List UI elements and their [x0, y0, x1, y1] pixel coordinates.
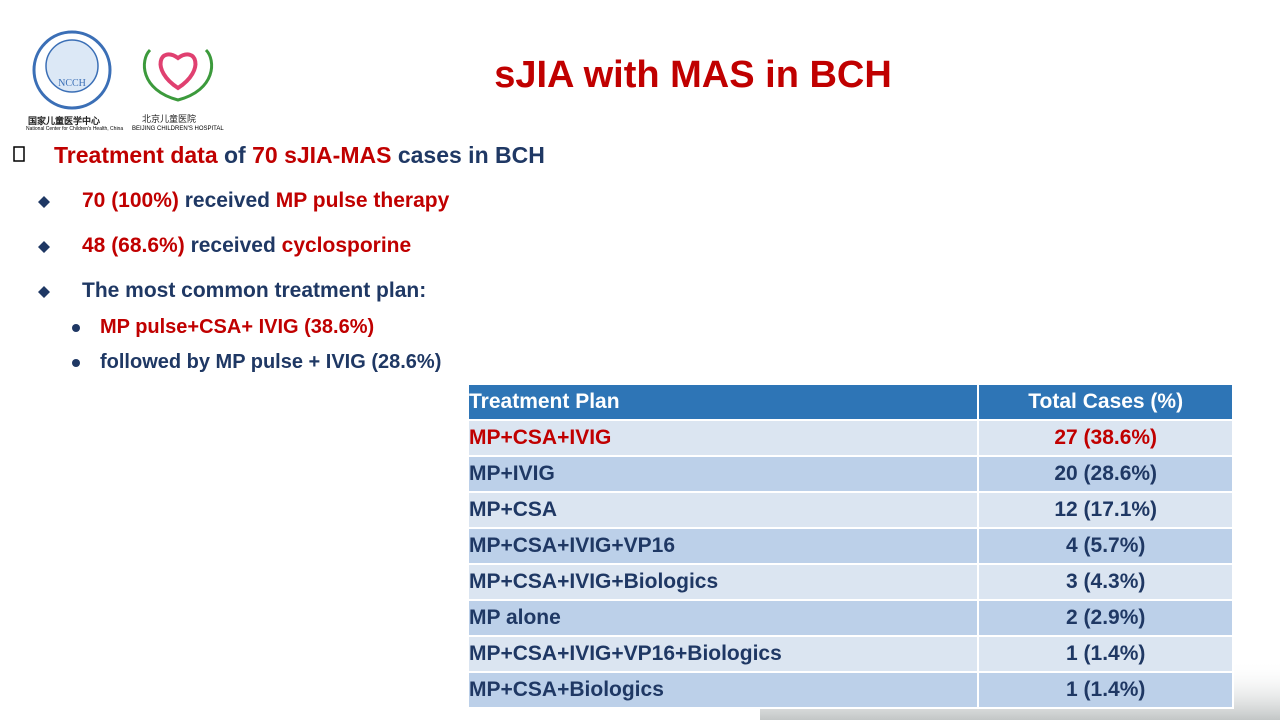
text-run: 70 (100%): [82, 189, 179, 212]
header-cell: Treatment Plan: [469, 383, 980, 421]
dot-bullet: [72, 324, 80, 332]
text-run: cases in BCH: [391, 142, 545, 168]
text-run: received: [178, 189, 276, 212]
table: Treatment Plan Total Cases (%) MP+CSA+IVIG…: [469, 383, 1234, 709]
heading-bullet: [13, 146, 25, 162]
row: MP+CSA+IVIG+VP16+Biologics 1 (1.4%): [469, 635, 1234, 673]
logo-text: BEIJING CHILDREN'S HOSPITAL: [132, 126, 224, 132]
cell: MP+CSA+IVIG+VP16: [469, 527, 980, 565]
cell: MP alone: [469, 599, 980, 637]
laurel: [142, 48, 214, 102]
emblem-text: NCCH: [58, 78, 86, 89]
logo-text: National Center for Children's Health, C…: [26, 126, 124, 132]
text-run: Treatment data: [54, 142, 218, 168]
subpoint: followed by MP pulse + IVIG (28.6%): [100, 351, 441, 374]
text-run: followed by MP pulse + IVIG (28.6%): [100, 351, 442, 373]
title: sJIA with MAS in BCH: [494, 54, 892, 96]
dot-bullet: [72, 359, 80, 367]
logo-text: 北京儿童医院: [142, 114, 197, 124]
cell: 1 (1.4%): [978, 671, 1234, 709]
cell: MP+CSA+Biologics: [469, 671, 980, 709]
text-run: MP pulse+CSA+ IVIG (38.6%): [100, 316, 375, 338]
cell: MP+CSA+IVIG+VP16+Biologics: [469, 635, 980, 673]
header-cell: Total Cases (%): [978, 383, 1234, 421]
text-run: MP pulse therapy: [275, 189, 450, 212]
header-row: Treatment Plan Total Cases (%): [469, 383, 1234, 421]
text-run: cyclosporine: [281, 234, 412, 257]
cell: 12 (17.1%): [978, 491, 1234, 529]
cell: 1 (1.4%): [978, 635, 1234, 673]
text-run: The most common treatment plan:: [82, 279, 427, 302]
cell: 2 (2.9%): [978, 599, 1234, 637]
cell: MP+IVIG: [469, 455, 980, 493]
heart: [158, 52, 198, 91]
heading: Treatment data of 70 sJIA-MAS cases in B…: [54, 142, 545, 169]
row: MP+CSA+IVIG 27 (38.6%): [469, 419, 1234, 457]
globe: [45, 39, 99, 93]
cell: 20 (28.6%): [978, 455, 1234, 493]
cell: 27 (38.6%): [978, 419, 1234, 457]
row: MP alone 2 (2.9%): [469, 599, 1234, 637]
point: 70 (100%) received MP pulse therapy: [82, 189, 449, 213]
text-run: of: [217, 142, 253, 168]
row: MP+CSA 12 (17.1%): [469, 491, 1234, 529]
cell: 3 (4.3%): [978, 563, 1234, 601]
row: MP+CSA+IVIG+Biologics 3 (4.3%): [469, 563, 1234, 601]
text-run: 70 sJIA-MAS: [252, 142, 392, 168]
cell: MP+CSA+IVIG+Biologics: [469, 563, 980, 601]
row: MP+CSA+IVIG+VP16 4 (5.7%): [469, 527, 1234, 565]
row: MP+CSA+Biologics 1 (1.4%): [469, 671, 1234, 709]
cell: 4 (5.7%): [978, 527, 1234, 565]
point: The most common treatment plan:: [82, 279, 426, 303]
subpoint: MP pulse+CSA+ IVIG (38.6%): [100, 316, 374, 339]
text-run: 48 (68.6%): [82, 234, 185, 257]
cell: MP+CSA+IVIG: [469, 419, 980, 457]
diamond-bullets: [38, 196, 50, 298]
logo-text: 国家儿童医学中心: [28, 116, 101, 126]
cell: MP+CSA: [469, 491, 980, 529]
row: MP+IVIG 20 (28.6%): [469, 455, 1234, 493]
point: 48 (68.6%) received cyclosporine: [82, 234, 411, 258]
text-run: received: [184, 234, 282, 257]
